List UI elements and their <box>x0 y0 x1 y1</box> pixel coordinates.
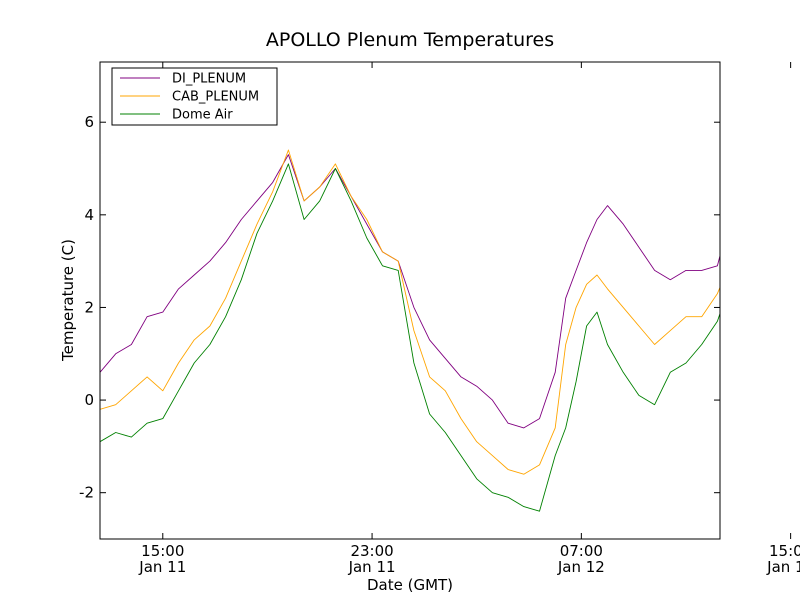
x-tick-label-time: 23:00 <box>350 542 393 560</box>
legend-label: Dome Air <box>172 108 233 123</box>
plot-frame <box>99 61 721 540</box>
series-layer <box>100 149 720 512</box>
chart-title: APOLLO Plenum Temperatures <box>266 29 554 51</box>
x-tick-label-date: Jan 12 <box>557 558 605 576</box>
y-axis-label: Temperature (C) <box>59 239 77 362</box>
series-line-cab-plenum <box>100 149 720 475</box>
y-tick-label: 0 <box>84 391 94 409</box>
x-tick-label-date: Jan 11 <box>138 558 186 576</box>
y-tick-label: 4 <box>84 206 94 224</box>
y-tick-label: 6 <box>84 113 94 131</box>
x-tick-label-time: 15:00 <box>141 542 184 560</box>
x-tick-label-date: Jan 11 <box>348 558 396 576</box>
y-tick-label: 2 <box>84 298 94 316</box>
legend: DI_PLENUM CAB_PLENUM Dome Air <box>111 67 278 126</box>
y-axis: -2 0 2 4 6 <box>79 113 720 502</box>
x-axis-label: Date (GMT) <box>367 576 453 594</box>
x-tick-label-time: 07:00 <box>560 542 603 560</box>
series-line-dome-air <box>100 163 720 512</box>
x-tick-label-time: 15:00 <box>769 542 800 560</box>
legend-label: DI_PLENUM <box>172 72 246 87</box>
legend-label: CAB_PLENUM <box>172 90 259 105</box>
series-line-di-plenum <box>100 154 720 429</box>
x-tick-label-date: Jan 12 <box>766 558 800 576</box>
y-tick-label: -2 <box>79 484 94 502</box>
